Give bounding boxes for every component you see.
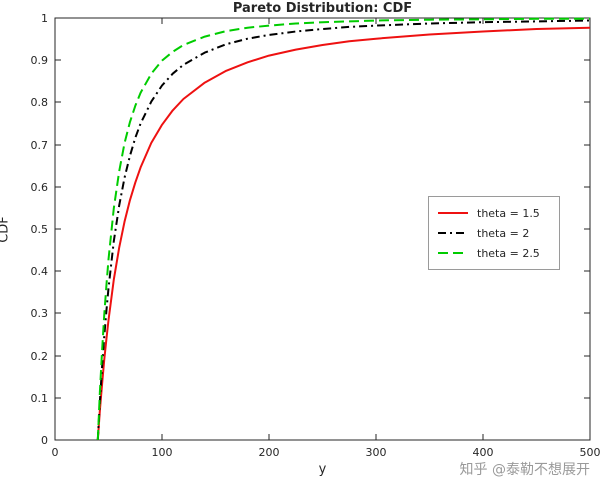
legend-item: theta = 2 (437, 223, 551, 243)
y-axis-label: CDF (0, 216, 12, 243)
svg-text:1: 1 (41, 12, 48, 25)
svg-text:0.2: 0.2 (31, 350, 49, 363)
svg-text:400: 400 (473, 446, 494, 459)
svg-text:0.8: 0.8 (31, 96, 49, 109)
svg-text:500: 500 (580, 446, 600, 459)
svg-text:0.5: 0.5 (31, 223, 49, 236)
legend-line-icon (438, 212, 468, 214)
svg-text:0: 0 (52, 446, 59, 459)
svg-text:0.3: 0.3 (31, 307, 49, 320)
chart-title: Pareto Distribution: CDF (232, 1, 413, 16)
legend-label: theta = 2 (477, 226, 530, 240)
svg-text:100: 100 (152, 446, 173, 459)
legend: theta = 1.5 theta = 2 theta = 2.5 (428, 196, 560, 270)
svg-text:0.6: 0.6 (31, 181, 49, 194)
svg-text:0.4: 0.4 (31, 265, 49, 278)
legend-line-icon (438, 252, 468, 254)
svg-text:0.1: 0.1 (31, 392, 49, 405)
x-axis-label: y (318, 462, 327, 477)
svg-text:200: 200 (259, 446, 280, 459)
svg-text:300: 300 (366, 446, 387, 459)
watermark: 知乎 @泰勒不想展开 (459, 462, 590, 478)
legend-line-icon (438, 232, 468, 234)
svg-text:0.7: 0.7 (31, 139, 49, 152)
legend-item: theta = 1.5 (437, 203, 551, 223)
legend-item: theta = 2.5 (437, 243, 551, 263)
legend-label: theta = 1.5 (477, 206, 540, 220)
svg-text:0: 0 (41, 434, 48, 447)
legend-label: theta = 2.5 (477, 246, 540, 260)
svg-text:0.9: 0.9 (31, 54, 49, 67)
